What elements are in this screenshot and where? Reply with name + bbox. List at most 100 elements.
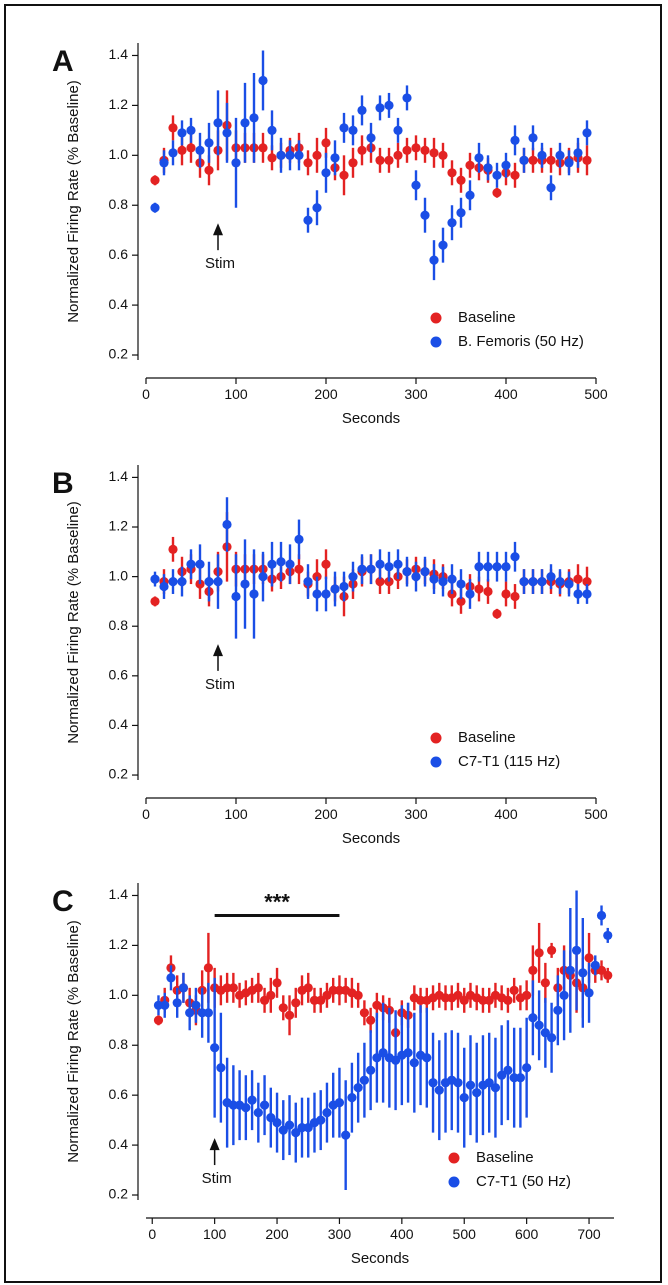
data-point <box>312 589 322 599</box>
data-point <box>204 576 214 587</box>
data-point <box>216 1063 226 1073</box>
data-point <box>276 557 286 567</box>
data-point <box>578 968 588 978</box>
data-point <box>420 210 430 220</box>
data-point <box>456 579 466 589</box>
data-point <box>403 1048 413 1058</box>
legend: Baseline C7-T1 (50 Hz) <box>448 1149 571 1190</box>
y-tick-label: 0.2 <box>109 1186 129 1202</box>
y-tick-label: 1.0 <box>109 986 129 1002</box>
data-point <box>334 1098 345 1108</box>
data-point <box>359 1075 369 1085</box>
data-point <box>391 1055 401 1065</box>
data-point <box>596 965 607 975</box>
data-point <box>411 572 421 582</box>
data-point <box>596 910 607 921</box>
data-point <box>303 215 313 225</box>
data-point <box>492 170 502 180</box>
data-point <box>510 552 520 562</box>
data-point <box>484 995 494 1005</box>
data-point <box>322 990 332 1000</box>
data-point <box>411 180 421 190</box>
data-point <box>409 1058 419 1068</box>
legend-label: C7-T1 (115 Hz) <box>458 753 560 770</box>
panel-label: B <box>52 467 74 500</box>
data-point <box>357 105 367 115</box>
data-point <box>522 990 532 1000</box>
data-point <box>393 150 403 160</box>
data-point <box>483 163 493 173</box>
panel-a: A 0.2 0.4 0.6 0.8 1.0 1.2 1.4 0 100 200 300 400 500 Se… <box>52 43 608 427</box>
data-point <box>522 1063 532 1073</box>
y-tick-label: 0.6 <box>109 246 129 262</box>
data-point <box>447 574 457 584</box>
significance-stars: *** <box>264 889 290 914</box>
legend-label: Baseline <box>458 729 516 746</box>
data-point <box>160 1000 170 1010</box>
data-point <box>253 1108 263 1118</box>
data-point <box>168 148 178 158</box>
data-point <box>528 965 538 975</box>
data-point <box>501 562 511 572</box>
data-point <box>428 1078 438 1088</box>
data-point <box>590 960 600 970</box>
data-point <box>438 576 448 587</box>
legend-marker <box>448 1176 460 1188</box>
data-point <box>375 576 385 587</box>
data-point <box>503 1065 513 1075</box>
data-point <box>191 1000 201 1010</box>
data-point <box>571 945 582 955</box>
data-point <box>584 988 594 998</box>
y-tick-label: 1.4 <box>109 468 129 484</box>
data-point <box>272 1118 282 1128</box>
data-point <box>559 990 569 1000</box>
data-point <box>259 995 270 1005</box>
data-point <box>429 255 439 265</box>
x-axis-label: Seconds <box>342 410 400 427</box>
data-point <box>547 945 557 955</box>
data-point <box>348 572 358 582</box>
legend: Baseline C7-T1 (115 Hz) <box>430 729 560 770</box>
data-point <box>384 100 394 111</box>
data-point <box>519 576 529 587</box>
data-point <box>303 983 313 993</box>
legend-label: Baseline <box>458 309 516 326</box>
x-tick-label: 0 <box>142 386 150 402</box>
data-point <box>483 586 493 597</box>
y-tick-label: 0.6 <box>109 667 129 683</box>
data-point <box>339 170 349 180</box>
data-point <box>582 589 592 599</box>
panel-c: C 0.2 0.4 0.6 0.8 1.0 1.2 1.4 0 100 200 300 400 500 60… <box>52 883 614 1267</box>
data-point <box>266 1113 276 1123</box>
data-point <box>339 123 349 133</box>
x-tick-label: 500 <box>584 806 608 822</box>
data-point <box>153 1015 164 1025</box>
x-tick-label: 100 <box>224 806 248 822</box>
data-point <box>241 1103 251 1113</box>
data-point <box>546 572 556 582</box>
data-point <box>555 150 565 160</box>
data-point <box>540 1028 550 1038</box>
data-point <box>555 576 565 587</box>
data-point <box>582 576 592 587</box>
data-point <box>366 1065 376 1075</box>
data-point <box>573 148 583 158</box>
data-point <box>159 158 169 168</box>
data-point <box>303 1123 313 1133</box>
data-point <box>584 953 594 963</box>
data-point <box>321 138 331 148</box>
data-point <box>582 155 592 165</box>
data-point <box>564 579 574 589</box>
data-point <box>492 609 502 619</box>
x-tick-label: 500 <box>453 1226 477 1242</box>
data-point <box>347 1093 357 1103</box>
data-point <box>565 965 575 975</box>
data-point <box>172 998 182 1008</box>
data-point <box>519 155 529 165</box>
panel-label: C <box>52 885 74 918</box>
data-point <box>213 118 223 128</box>
data-point <box>258 75 268 86</box>
y-axis-label: Normalized Firing Rate (% Baseline) <box>65 80 82 323</box>
data-point <box>276 150 286 160</box>
